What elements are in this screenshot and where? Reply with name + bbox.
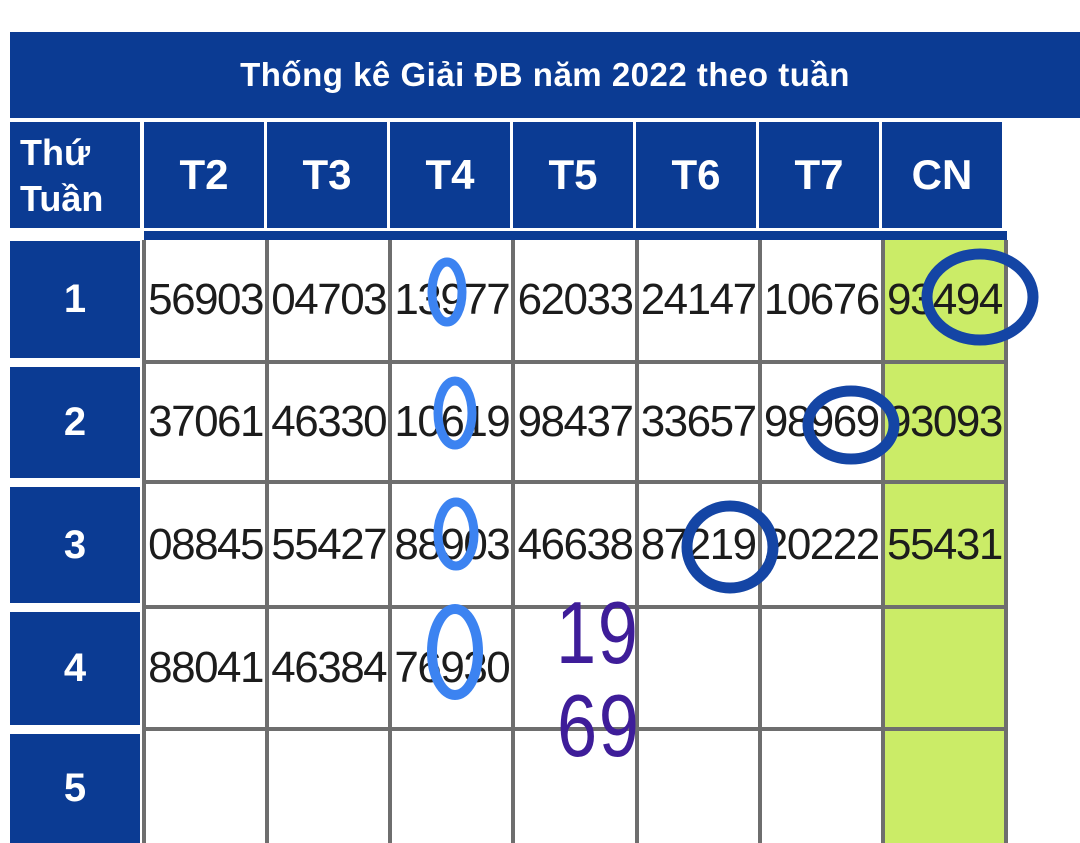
result-cell-week3-cn: 55431 — [884, 484, 1004, 605]
result-cell-week5-t4 — [392, 731, 512, 843]
column-header-t7: T7 — [759, 122, 879, 228]
result-cell-week1-t6: 24147 — [638, 240, 758, 360]
result-cell-week5-t6 — [638, 731, 758, 843]
result-cell-week2-t4: 10619 — [392, 364, 512, 480]
result-cell-week5-t2 — [146, 731, 266, 843]
results-grid: 56903 04703 13977 62033 24147 10676 93494 37061… — [142, 240, 1008, 843]
week-label-5: 5 — [10, 734, 140, 843]
day-header-row: T2 T3 T4 T5 T6 T7 CN — [144, 122, 1002, 228]
column-header-t4: T4 — [390, 122, 510, 228]
result-cell-week3-t2: 08845 — [146, 484, 266, 605]
table-title: Thống kê Giải ĐB năm 2022 theo tuần — [10, 32, 1080, 118]
column-header-cn: CN — [882, 122, 1002, 228]
result-cell-week3-t3: 55427 — [269, 484, 389, 605]
result-cell-week2-t6: 33657 — [638, 364, 758, 480]
result-cell-week4-t7 — [761, 609, 881, 727]
column-header-t5: T5 — [513, 122, 633, 228]
column-header-t6: T6 — [636, 122, 756, 228]
result-cell-week4-t4: 76930 — [392, 609, 512, 727]
result-cell-week5-t5 — [515, 731, 635, 843]
result-cell-week4-t6 — [638, 609, 758, 727]
result-cell-week5-cn — [884, 731, 1004, 843]
result-cell-week4-cn — [884, 609, 1004, 727]
result-cell-week5-t7 — [761, 731, 881, 843]
result-cell-week5-t3 — [269, 731, 389, 843]
result-cell-week3-t5: 46638 — [515, 484, 635, 605]
table-top-border-strip — [144, 231, 1007, 240]
result-cell-week2-t2: 37061 — [146, 364, 266, 480]
result-cell-week1-cn: 93494 — [884, 240, 1004, 360]
result-cell-week1-t4: 13977 — [392, 240, 512, 360]
result-cell-week2-cn: 93093 — [884, 364, 1004, 480]
result-cell-week1-t3: 04703 — [269, 240, 389, 360]
result-cell-week2-t7: 98969 — [761, 364, 881, 480]
result-cell-week3-t4: 88903 — [392, 484, 512, 605]
result-cell-week2-t5: 98437 — [515, 364, 635, 480]
corner-header-cell: Thứ Tuần — [10, 122, 140, 228]
result-cell-week3-t6: 87219 — [638, 484, 758, 605]
result-cell-week3-t7: 20222 — [761, 484, 881, 605]
corner-header-line1: Thứ — [20, 132, 91, 173]
result-cell-week4-t2: 88041 — [146, 609, 266, 727]
result-cell-week1-t7: 10676 — [761, 240, 881, 360]
result-cell-week4-t3: 46384 — [269, 609, 389, 727]
result-cell-week4-t5 — [515, 609, 635, 727]
week-label-1: 1 — [10, 241, 140, 358]
result-cell-week1-t2: 56903 — [146, 240, 266, 360]
week-label-4: 4 — [10, 612, 140, 725]
column-header-t2: T2 — [144, 122, 264, 228]
result-cell-week2-t3: 46330 — [269, 364, 389, 480]
result-cell-week1-t5: 62033 — [515, 240, 635, 360]
column-header-t3: T3 — [267, 122, 387, 228]
corner-header-line2: Tuần — [20, 178, 104, 219]
week-label-3: 3 — [10, 487, 140, 603]
week-label-2: 2 — [10, 367, 140, 478]
